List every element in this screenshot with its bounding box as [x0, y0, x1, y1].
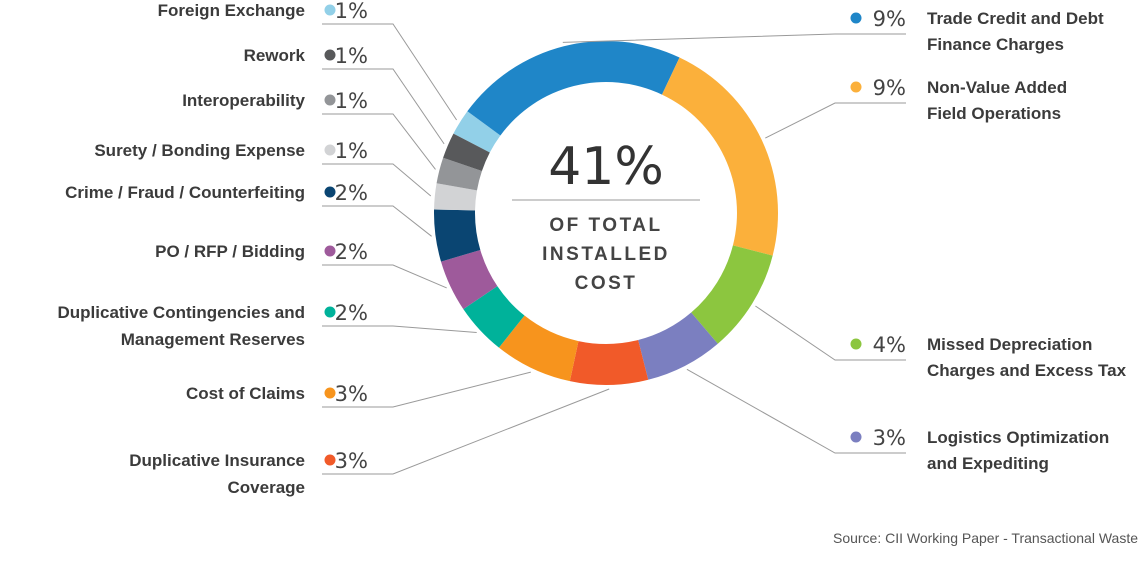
- category-label: Management Reserves: [121, 330, 305, 349]
- leader-line: [322, 113, 436, 170]
- category-label: PO / RFP / Bidding: [155, 242, 305, 261]
- legend-dot: [324, 186, 336, 198]
- slice-foreign-exchange: [453, 111, 501, 153]
- percent-label: 2%: [335, 240, 368, 264]
- legend-dot: [324, 306, 336, 318]
- leader-line: [562, 33, 906, 43]
- donut-ring: [434, 40, 779, 386]
- legend: 1% Foreign Exchange 9% Trade Credit and Deb…: [58, 0, 1127, 497]
- category-label: Non-Value Added: [927, 78, 1067, 97]
- legend-dot: [850, 12, 862, 24]
- category-label: Field Operations: [927, 104, 1061, 123]
- percent-label: 9%: [873, 7, 906, 31]
- percent-label: 1%: [335, 44, 368, 68]
- category-label: Foreign Exchange: [158, 1, 305, 20]
- leader-line: [755, 305, 906, 361]
- slice-missed-depreciation-charges-and-excess-tax: [691, 245, 773, 344]
- category-label: Interoperability: [182, 91, 305, 110]
- category-label: Rework: [244, 46, 306, 65]
- category-label: Surety / Bonding Expense: [94, 141, 305, 160]
- percent-label: 3%: [873, 426, 906, 450]
- center-line-1: OF TOTAL: [549, 215, 662, 236]
- slice-duplicative-insurance-coverage: [569, 339, 649, 386]
- legend-dot: [324, 144, 336, 156]
- percent-label: 9%: [873, 76, 906, 100]
- slice-rework: [443, 133, 490, 171]
- percent-label: 1%: [335, 139, 368, 163]
- center-line-2: INSTALLED: [542, 244, 670, 265]
- category-label: Finance Charges: [927, 35, 1064, 54]
- leader-line: [322, 325, 477, 333]
- leader-lines: [322, 23, 906, 475]
- legend-dot: [850, 338, 862, 350]
- slice-surety-bonding-expense: [434, 183, 477, 211]
- category-label: Coverage: [228, 478, 305, 497]
- leader-line: [322, 371, 531, 408]
- leader-line: [322, 388, 610, 475]
- percent-label: 3%: [335, 449, 368, 473]
- category-label: Logistics Optimization: [927, 428, 1109, 447]
- legend-dot: [324, 454, 336, 466]
- legend-dot: [850, 81, 862, 93]
- percent-label: 3%: [335, 382, 368, 406]
- slice-crime-fraud-counterfeiting: [434, 209, 481, 262]
- leader-line: [765, 102, 906, 139]
- slice-po-rfp-bidding: [441, 249, 498, 310]
- leader-line: [322, 205, 432, 237]
- slice-non-value-added-field-operations: [661, 57, 779, 256]
- category-label: Missed Depreciation: [927, 335, 1092, 354]
- legend-dot: [324, 4, 336, 16]
- slice-duplicative-contingencies-and-management-reserves: [463, 286, 525, 348]
- category-label: Crime / Fraud / Counterfeiting: [65, 183, 305, 202]
- center-value: 41%: [548, 137, 664, 197]
- category-label: and Expediting: [927, 454, 1049, 473]
- slice-logistics-optimization-and-expediting: [638, 312, 718, 380]
- slice-interoperability: [436, 157, 482, 191]
- legend-dot: [324, 245, 336, 257]
- percent-label: 1%: [335, 89, 368, 113]
- leader-line: [322, 163, 432, 197]
- legend-dot: [324, 94, 336, 106]
- center-line-3: COST: [575, 273, 638, 294]
- percent-label: 4%: [873, 333, 906, 357]
- legend-dot: [850, 431, 862, 443]
- percent-label: 2%: [335, 301, 368, 325]
- leader-line: [322, 264, 447, 289]
- legend-dot: [324, 387, 336, 399]
- category-label: Charges and Excess Tax: [927, 361, 1127, 380]
- category-label: Duplicative Contingencies and: [58, 303, 306, 322]
- category-label: Trade Credit and Debt: [927, 9, 1104, 28]
- center-label: 41% OF TOTAL INSTALLED COST: [512, 137, 700, 294]
- slice-trade-credit-and-debt-finance-charges: [467, 40, 680, 136]
- legend-dot: [324, 49, 336, 61]
- source-note: Source: CII Working Paper - Transactiona…: [833, 530, 1138, 546]
- category-label: Duplicative Insurance: [129, 451, 305, 470]
- percent-label: 2%: [335, 181, 368, 205]
- slice-cost-of-claims: [498, 315, 579, 382]
- leader-line: [322, 68, 445, 145]
- leader-line: [322, 23, 458, 121]
- percent-label: 1%: [335, 0, 368, 23]
- category-label: Cost of Claims: [186, 384, 305, 403]
- leader-line: [686, 368, 906, 454]
